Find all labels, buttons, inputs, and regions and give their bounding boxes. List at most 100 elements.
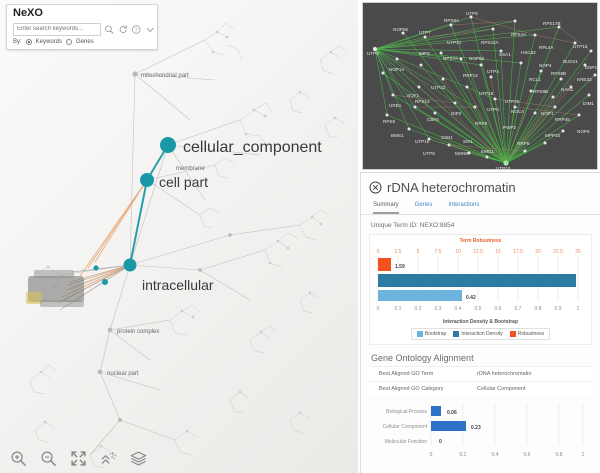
collapse-network-icon[interactable] <box>100 450 117 467</box>
gene-label: NOP14 <box>389 67 405 72</box>
svg-text:12.5: 12.5 <box>473 249 483 255</box>
gene-label: KRE33 <box>577 77 592 82</box>
app-title: NeXO <box>13 7 43 19</box>
robustness-bar-chart: 0 2.5 5 7.5 10 12.5 15 17.5 20 22.5 25 <box>377 249 581 312</box>
gene-label: URB1 <box>389 103 402 108</box>
svg-text:0.1: 0.1 <box>395 306 402 312</box>
radio-genes-label: Genes <box>76 39 94 45</box>
tab-interactions[interactable]: Interactions <box>448 202 480 208</box>
svg-text:10: 10 <box>455 249 461 255</box>
layers-icon[interactable] <box>130 450 147 467</box>
gene-label: RPS17B <box>543 21 561 26</box>
chevron-down-icon[interactable] <box>145 24 155 35</box>
gene-label: NOP1 <box>541 111 554 116</box>
gene-label: MSN5 <box>455 151 468 156</box>
gene-label: EMG1 <box>481 149 494 154</box>
unique-term-id: Unique Term ID: NEXO:8854 <box>371 222 455 229</box>
gene-label: UTP21 <box>447 40 462 45</box>
bar-interaction-density <box>378 274 576 287</box>
legend-item-bootstrap: Bootstrap <box>416 331 446 337</box>
bar-value-bp: 0.06 <box>447 410 457 416</box>
bar-value-bootstrap: 0.42 <box>466 295 476 301</box>
tree-node-intracellular <box>123 258 137 272</box>
gene-label: UTP4 <box>487 69 499 74</box>
zoom-in-icon[interactable] <box>10 450 27 467</box>
detail-title: rDNA heterochromatin <box>387 180 516 195</box>
detail-tabs[interactable]: Summary Genes Interactions <box>361 195 600 215</box>
zoom-out-icon[interactable] <box>40 450 57 467</box>
search-by-label: By: <box>13 39 22 45</box>
go-cat-label: Biological Process <box>386 409 427 415</box>
gene-label: NOC4 <box>511 109 524 114</box>
search-panel[interactable]: NeXO ? By: Keywords Genes <box>6 4 158 50</box>
close-icon[interactable] <box>369 181 382 194</box>
bar-value-cc: 0.23 <box>471 425 481 431</box>
tree-toolbar[interactable] <box>0 443 358 473</box>
gene-label: UTP22 <box>431 85 446 90</box>
svg-text:5: 5 <box>417 249 420 255</box>
gene-label: UTP18 <box>479 91 494 96</box>
ontology-tree-panel[interactable]: cellular_component cell part intracellul… <box>0 0 358 473</box>
legend-item-robustness: Robustness <box>509 331 544 337</box>
gene-label: SSA1 <box>499 52 511 57</box>
gene-label: RCL1 <box>529 77 541 82</box>
svg-text:0.7: 0.7 <box>515 306 522 312</box>
gene-label: RPS9B <box>551 71 566 76</box>
gene-label: RPS4A <box>511 32 527 37</box>
svg-text:1: 1 <box>582 452 585 458</box>
go-term-key: Best Aligned GO Term <box>379 371 434 377</box>
tree-node-mitochondrial-part <box>132 71 138 77</box>
gene-network-panel[interactable]: UTP9 NOP56 UTP7 RPS8A UTP6 RPS17B UTP21 … <box>362 2 598 170</box>
ontology-tree-graph[interactable]: cellular_component cell part intracellul… <box>0 0 358 473</box>
gene-network-graph[interactable]: UTP9 NOP56 UTP7 RPS8A UTP6 RPS17B UTP21 … <box>363 3 598 170</box>
gene-label: PWP2 <box>503 125 516 130</box>
tree-node-small-teal <box>102 279 108 285</box>
svg-text:0.9: 0.9 <box>555 306 562 312</box>
gene-label: NOP58 <box>469 56 485 61</box>
search-input[interactable] <box>13 22 102 36</box>
detail-header: rDNA heterochromatin <box>361 173 600 195</box>
gene-label: RPS13 <box>415 99 430 104</box>
radio-keywords-label: Keywords <box>35 39 63 45</box>
svg-text:1: 1 <box>577 306 580 312</box>
gene-label: RPS7A <box>443 56 459 61</box>
svg-text:17.5: 17.5 <box>513 249 523 255</box>
help-icon[interactable]: ? <box>131 24 141 35</box>
tab-summary[interactable]: Summary <box>373 202 399 214</box>
gene-label: RRP45 <box>555 117 570 122</box>
svg-text:0.2: 0.2 <box>460 452 467 458</box>
radio-keywords[interactable] <box>25 39 32 45</box>
bar-biological-process <box>431 406 441 416</box>
gene-label: UTP8 <box>423 151 435 156</box>
svg-text:?: ? <box>135 27 138 33</box>
network-node-utp10 <box>503 160 509 166</box>
gene-label: UTP9 <box>367 51 379 56</box>
gene-label: NOP56 <box>393 27 409 32</box>
svg-text:0.8: 0.8 <box>535 306 542 312</box>
search-by-options[interactable]: By: Keywords Genes <box>13 39 94 45</box>
gene-label: RPL4A <box>539 45 554 50</box>
gene-label: UTP7 <box>419 30 431 35</box>
gene-label: IMP3 <box>419 51 430 56</box>
radio-genes[interactable] <box>66 39 73 45</box>
fit-screen-icon[interactable] <box>70 450 87 467</box>
search-icon[interactable] <box>104 24 115 35</box>
tree-node-cellular-component <box>160 137 176 153</box>
gene-label: UTP13 <box>573 44 588 49</box>
tab-genes[interactable]: Genes <box>414 202 433 208</box>
term-detail-panel[interactable]: rDNA heterochromatin Summary Genes Inter… <box>360 172 600 473</box>
svg-text:25: 25 <box>575 249 581 255</box>
tree-label-mitochondrial-part: mitochondrial part <box>141 73 189 79</box>
tree-node-cell-part <box>140 173 154 187</box>
gene-label: UTP20 <box>505 99 520 104</box>
tree-label-nuclear-part: nuclear part <box>107 371 139 377</box>
go-category-key: Best Aligned GO Category <box>379 386 444 392</box>
svg-text:0: 0 <box>430 452 433 458</box>
gene-label: MPP10 <box>545 133 561 138</box>
svg-text:0.4: 0.4 <box>492 452 499 458</box>
refresh-icon[interactable] <box>118 24 128 35</box>
gene-label: RPS22A <box>481 40 500 45</box>
svg-text:15: 15 <box>495 249 501 255</box>
tree-label-protein-complex: protein complex <box>117 329 159 335</box>
gene-label: NOP6 <box>577 129 590 134</box>
